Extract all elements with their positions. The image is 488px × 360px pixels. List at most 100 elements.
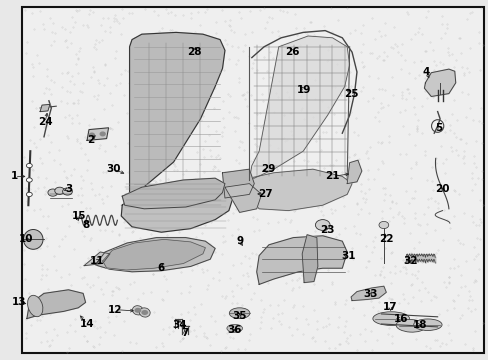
- Point: [166, 9, 174, 15]
- Point: [36, 246, 44, 251]
- Point: [333, 255, 341, 261]
- Point: [264, 280, 271, 286]
- Point: [377, 268, 385, 274]
- Point: [478, 42, 486, 48]
- Point: [43, 225, 51, 231]
- Point: [47, 77, 55, 83]
- Point: [70, 100, 78, 106]
- Point: [167, 27, 175, 32]
- Point: [98, 37, 106, 43]
- Point: [441, 341, 448, 347]
- Point: [143, 198, 151, 203]
- Point: [64, 201, 72, 207]
- Point: [152, 344, 160, 350]
- Point: [369, 244, 377, 250]
- Point: [126, 94, 134, 99]
- Point: [46, 342, 54, 348]
- Point: [225, 23, 233, 28]
- Point: [299, 332, 306, 337]
- Polygon shape: [424, 69, 455, 96]
- Point: [63, 69, 71, 75]
- Point: [63, 69, 71, 75]
- Point: [83, 317, 91, 323]
- Point: [273, 175, 281, 181]
- Point: [370, 234, 378, 240]
- Point: [154, 76, 162, 82]
- Point: [241, 253, 249, 258]
- Point: [185, 58, 193, 64]
- Point: [444, 279, 451, 285]
- Point: [360, 63, 367, 69]
- Point: [23, 39, 31, 45]
- Point: [101, 227, 109, 233]
- Point: [83, 255, 91, 261]
- Point: [239, 48, 246, 54]
- Point: [403, 258, 411, 264]
- Point: [384, 134, 392, 139]
- Point: [448, 297, 456, 303]
- Point: [367, 15, 375, 21]
- Point: [453, 237, 461, 242]
- Point: [409, 245, 417, 251]
- Point: [288, 332, 296, 338]
- Point: [179, 335, 186, 341]
- Point: [409, 104, 417, 110]
- Point: [219, 233, 226, 239]
- Point: [201, 64, 209, 70]
- Point: [109, 289, 117, 294]
- Point: [219, 116, 226, 121]
- Point: [470, 328, 478, 334]
- Point: [346, 69, 353, 75]
- Point: [328, 211, 336, 216]
- Point: [374, 308, 382, 314]
- Point: [313, 159, 321, 165]
- Point: [158, 297, 166, 303]
- Point: [377, 223, 385, 229]
- Point: [147, 289, 155, 294]
- Point: [408, 294, 416, 300]
- Point: [152, 125, 160, 130]
- Point: [53, 333, 61, 338]
- Point: [44, 343, 52, 348]
- Point: [281, 44, 289, 50]
- Point: [256, 325, 264, 331]
- Point: [402, 86, 409, 91]
- Text: 35: 35: [232, 311, 246, 321]
- Point: [471, 138, 479, 144]
- Text: 31: 31: [340, 251, 355, 261]
- Point: [132, 128, 140, 134]
- Point: [63, 329, 71, 335]
- Point: [150, 309, 158, 315]
- Point: [411, 336, 419, 342]
- Point: [387, 333, 395, 339]
- Point: [442, 307, 450, 313]
- Point: [311, 96, 319, 102]
- Point: [448, 213, 456, 219]
- Text: 20: 20: [434, 184, 449, 194]
- Point: [128, 74, 136, 80]
- Point: [274, 51, 282, 57]
- Text: 5: 5: [435, 123, 442, 133]
- Point: [73, 8, 81, 14]
- Point: [463, 305, 471, 311]
- Point: [387, 296, 395, 302]
- Point: [263, 123, 271, 129]
- Point: [438, 160, 446, 166]
- Point: [244, 281, 252, 287]
- Point: [85, 122, 93, 128]
- Point: [49, 291, 57, 297]
- Point: [74, 55, 82, 61]
- Point: [327, 195, 335, 201]
- Point: [212, 128, 220, 134]
- Point: [230, 114, 238, 120]
- Point: [177, 336, 185, 342]
- Point: [430, 337, 438, 343]
- Point: [387, 296, 395, 302]
- Circle shape: [100, 132, 105, 136]
- Point: [212, 19, 220, 25]
- Point: [282, 280, 289, 285]
- Point: [77, 185, 84, 191]
- Point: [27, 322, 35, 328]
- Point: [281, 177, 288, 183]
- Point: [56, 161, 64, 167]
